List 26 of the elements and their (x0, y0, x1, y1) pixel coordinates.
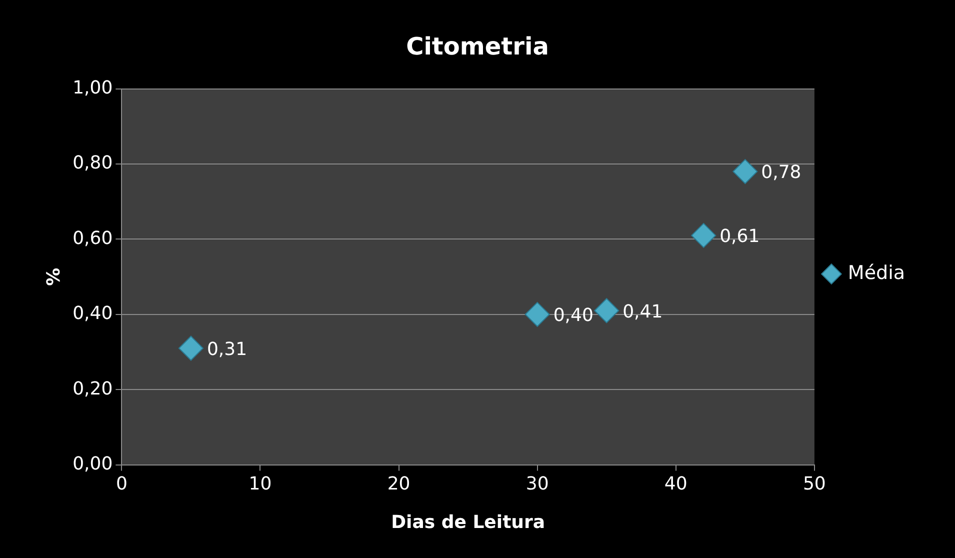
x-tick-label: 20 (387, 473, 410, 494)
y-tick-label: 0,20 (72, 378, 113, 400)
x-tick-label: 30 (526, 473, 549, 494)
data-label: 0,61 (720, 226, 760, 248)
point (178, 336, 204, 361)
point (524, 302, 550, 327)
data-label: 0,41 (622, 301, 663, 322)
data-label: 0,40 (553, 305, 594, 326)
y-tick-label: 0,80 (72, 152, 113, 174)
chart-title: Citometria (406, 32, 549, 61)
x-tick-label: 50 (802, 473, 826, 494)
x-tick-label: 0 (116, 473, 128, 494)
x-tick-label: 40 (664, 473, 688, 494)
y-tick-label: 0,00 (72, 453, 113, 474)
point (691, 222, 716, 248)
point (594, 298, 620, 324)
data-label: 0,31 (206, 338, 248, 360)
y-tick-label: 0,60 (72, 228, 113, 249)
x-tick-label: 10 (248, 473, 272, 494)
point (732, 159, 758, 184)
data-label: 0,78 (761, 162, 802, 184)
y-axis-title: % (43, 268, 64, 286)
legend-label: Média (848, 262, 906, 284)
x-axis-title: Dias de Leitura (391, 512, 545, 533)
y-tick-label: 0,40 (72, 303, 113, 324)
y-tick-label: 1,00 (72, 77, 113, 98)
